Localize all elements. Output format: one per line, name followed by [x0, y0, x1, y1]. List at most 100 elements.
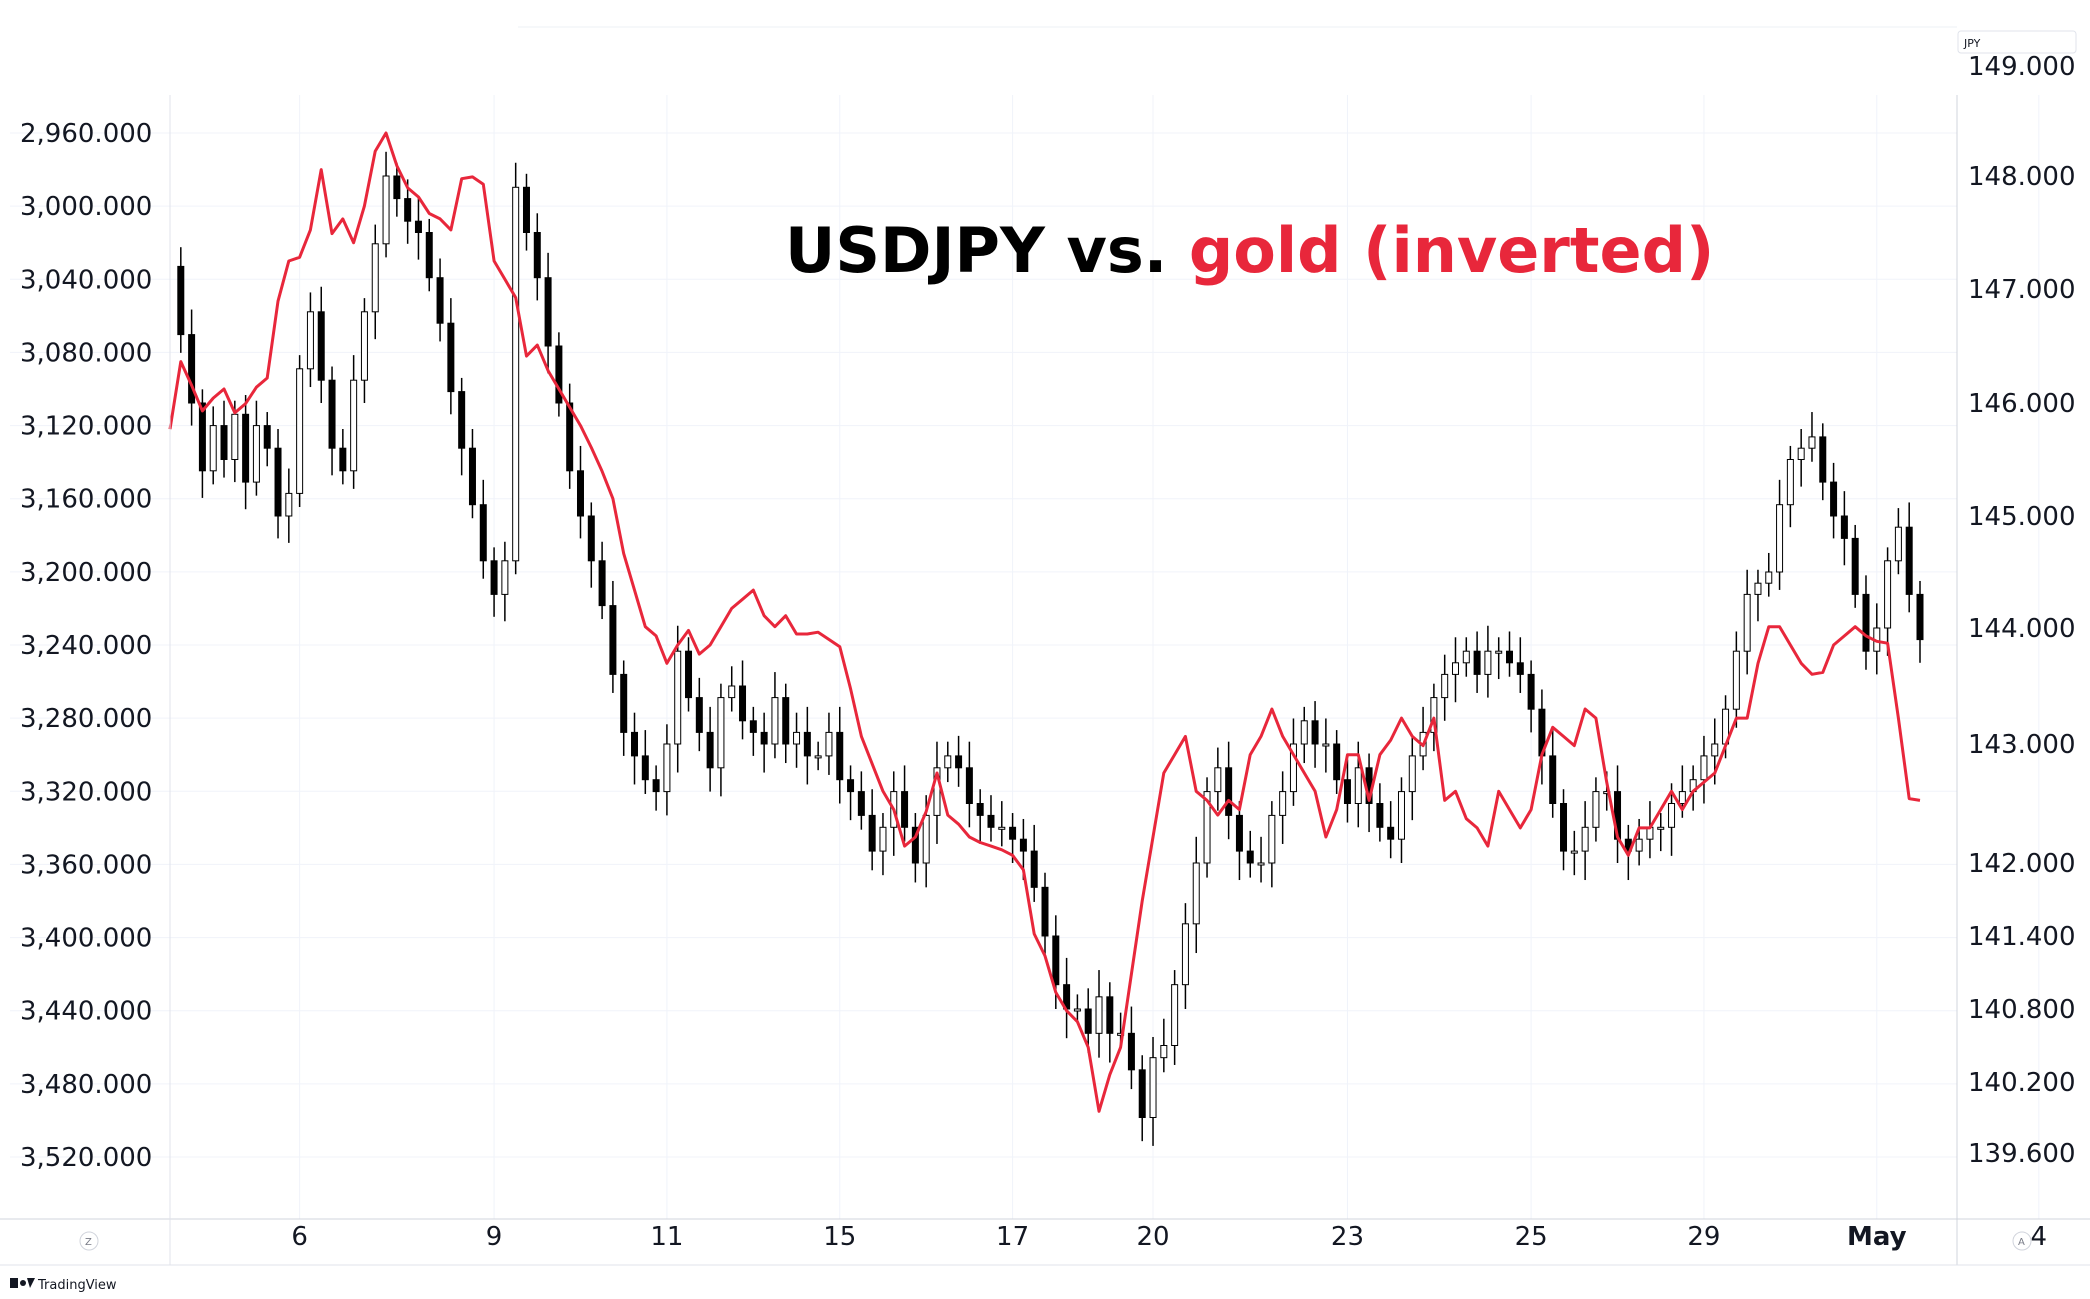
candle-body — [609, 605, 617, 675]
candle-body — [1732, 650, 1740, 710]
candle-body — [631, 731, 639, 757]
candle-body — [1138, 1069, 1146, 1119]
candle-body — [1884, 560, 1892, 629]
candle-body — [739, 685, 747, 722]
candle-body — [306, 311, 314, 370]
candle-body — [1257, 862, 1265, 866]
candle-body — [1462, 650, 1470, 664]
candle-body — [209, 425, 217, 472]
candle-body — [1073, 1008, 1081, 1012]
candle-body — [944, 755, 952, 769]
candle-body — [425, 232, 433, 279]
candle-body — [620, 673, 628, 733]
candle-body — [285, 492, 293, 517]
candle-body — [987, 814, 995, 828]
candle-body — [1354, 767, 1362, 804]
candle-body — [1451, 662, 1459, 675]
x-tick-label: May — [1847, 1222, 1907, 1252]
candle-body — [803, 731, 811, 757]
candle-body — [1819, 436, 1827, 483]
candle-body — [1084, 1008, 1092, 1034]
candle-body — [641, 755, 649, 781]
right-tick-label: 147.000 — [1968, 275, 2076, 305]
candle-body — [1343, 779, 1351, 805]
candle-body — [1279, 791, 1287, 816]
candle-body — [1181, 923, 1189, 986]
candle-body — [522, 186, 530, 234]
right-tick-label: 142.000 — [1968, 849, 2076, 879]
candle-body — [814, 755, 822, 759]
candle-body — [933, 767, 941, 816]
candle-body — [533, 232, 541, 279]
right-tick-label: 143.000 — [1968, 730, 2076, 760]
candle-body — [976, 803, 984, 816]
candle-body — [1214, 767, 1222, 793]
candle-body — [177, 265, 185, 336]
left-tick-label: 3,320.000 — [20, 777, 152, 807]
auto-scale-label: A — [2018, 1237, 2025, 1248]
candle-body — [1808, 436, 1816, 449]
candle-body — [965, 767, 973, 804]
left-tick-label: 3,480.000 — [20, 1070, 152, 1100]
candle-body — [371, 243, 379, 313]
candle-body — [598, 560, 606, 607]
candle-body — [1635, 838, 1643, 852]
right-tick-label: 140.200 — [1968, 1068, 2076, 1098]
candle-body — [1484, 650, 1492, 675]
chart-title: USDJPY vs. gold (inverted) — [785, 214, 1714, 287]
candle-body — [1322, 743, 1330, 747]
candle-body — [782, 697, 790, 745]
currency-badge[interactable] — [1957, 30, 2077, 54]
candle-body — [1754, 582, 1762, 595]
candle-body — [1473, 650, 1481, 675]
candle-body — [447, 322, 455, 393]
candle-body — [1743, 593, 1751, 652]
candle-body — [263, 425, 271, 449]
right-tick-label: 141.400 — [1968, 922, 2076, 952]
left-tick-label: 3,280.000 — [20, 704, 152, 734]
candle-body — [566, 402, 574, 472]
candle-body — [1160, 1045, 1168, 1059]
left-tick-label: 3,040.000 — [20, 265, 152, 295]
candle-body — [901, 791, 909, 828]
candle-body — [576, 470, 584, 517]
candle-body — [1009, 826, 1017, 840]
candle-body — [652, 779, 660, 793]
candle-body — [793, 731, 801, 745]
candle-body — [955, 755, 963, 769]
candle-body — [749, 720, 757, 733]
candle-body — [911, 826, 919, 864]
candle-body — [350, 379, 358, 472]
candle-body — [1776, 504, 1784, 573]
x-tick-label: 15 — [823, 1222, 856, 1252]
candle-body — [1797, 447, 1805, 461]
candle-body — [296, 368, 304, 494]
candle-body — [555, 345, 563, 404]
usdjpy-candles — [177, 151, 1924, 1146]
left-tick-label: 3,200.000 — [20, 558, 152, 588]
candle-body — [1560, 803, 1568, 852]
candle-body — [1289, 743, 1297, 793]
candle-body — [1916, 593, 1924, 641]
right-tick-label: 149.000 — [1968, 52, 2076, 82]
left-tick-label: 3,240.000 — [20, 631, 152, 661]
candle-body — [868, 814, 876, 852]
candle-body — [1516, 662, 1524, 675]
candle-body — [857, 791, 865, 816]
candle-body — [771, 697, 779, 745]
timezone-button[interactable] — [79, 1231, 99, 1251]
tradingview-logo-icon[interactable] — [10, 1278, 35, 1288]
left-tick-label: 2,960.000 — [20, 119, 152, 149]
right-axis-ticks: 149.000 148.000 147.000 146.000 145.000 144.0… — [1968, 52, 2076, 1169]
candle-body — [1894, 526, 1902, 562]
left-tick-label: 3,120.000 — [20, 412, 152, 442]
auto-scale-button[interactable] — [2012, 1231, 2032, 1251]
candle-body — [1581, 826, 1589, 852]
x-tick-label: 11 — [650, 1222, 683, 1252]
candle-body — [393, 175, 401, 200]
candle-body — [242, 413, 250, 483]
candle-body — [1149, 1057, 1157, 1118]
candle-body — [1192, 862, 1200, 925]
right-tick-label: 146.000 — [1968, 389, 2076, 419]
candle-body — [1408, 755, 1416, 793]
